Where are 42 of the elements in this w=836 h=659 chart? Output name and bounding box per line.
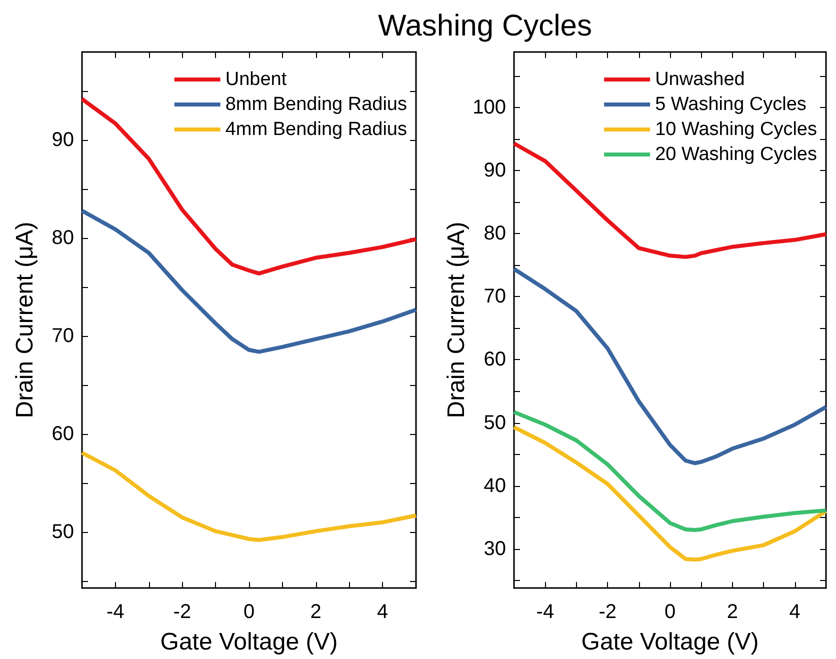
chart-title: Washing Cycles — [378, 10, 592, 42]
line-series — [80, 208, 418, 354]
y-tick-label: 70 — [52, 325, 74, 348]
y-tick-label: 40 — [484, 474, 506, 497]
x-tick-label: 0 — [243, 601, 255, 623]
x-tick-label: -4 — [106, 601, 124, 623]
y-tick-label: 90 — [52, 129, 74, 152]
x-axis-title: Gate Voltage (V) — [160, 628, 338, 656]
y-tick-label: 90 — [484, 160, 506, 182]
y-tick-label: 80 — [484, 222, 506, 245]
y-tick-label: 100 — [472, 96, 506, 118]
x-tick-label: 2 — [726, 601, 738, 623]
y-tick-label: 30 — [484, 538, 506, 560]
x-tick-label: 0 — [664, 601, 676, 623]
x-tick-label: 4 — [377, 601, 388, 623]
legend-label: Unbent — [225, 69, 288, 90]
line-series — [80, 97, 418, 276]
y-tick-label: 80 — [52, 227, 74, 250]
x-tick-label: 4 — [789, 601, 800, 623]
legend-label: 4mm Bending Radius — [225, 119, 408, 140]
y-tick-label: 50 — [484, 412, 506, 434]
x-tick-label: -2 — [598, 601, 616, 623]
legend-label: 10 Washing Cycles — [655, 119, 818, 140]
line-series — [512, 410, 828, 532]
y-axis-title: Drain Current (μA) — [443, 222, 470, 418]
y-tick-label: 60 — [52, 423, 74, 446]
legend-label: Unwashed — [655, 69, 745, 90]
y-tick-label: 60 — [484, 348, 506, 371]
y-tick-label: 50 — [52, 521, 74, 544]
legend-label: 20 Washing Cycles — [655, 144, 818, 165]
y-axis-title: Drain Current (μA) — [12, 222, 38, 418]
line-series — [512, 141, 828, 259]
x-tick-label: -4 — [536, 601, 554, 623]
legend-label: 8mm Bending Radius — [225, 94, 408, 115]
y-tick-label: 70 — [484, 286, 506, 308]
line-series — [80, 450, 418, 542]
x-axis-title: Gate Voltage (V) — [581, 628, 759, 656]
x-tick-label: -2 — [173, 601, 192, 623]
x-tick-label: 2 — [310, 601, 322, 623]
line-series — [512, 266, 828, 466]
legend-label: 5 Washing Cycles — [655, 94, 806, 115]
line-series — [512, 425, 828, 562]
